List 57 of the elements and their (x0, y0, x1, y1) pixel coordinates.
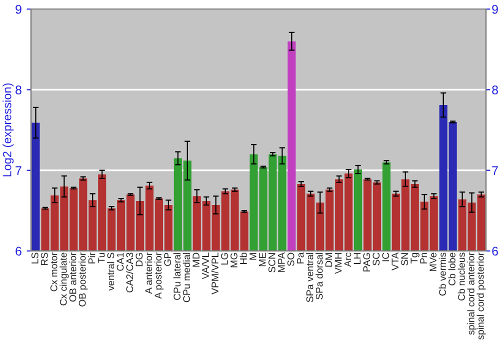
x-tick-label: OB anterior (69, 252, 76, 302)
x-tick-label: OB posterior (78, 252, 88, 306)
x-tick-label: LG (221, 253, 228, 265)
x-tick-label: Pa (296, 252, 304, 264)
x-tick-label: Tu (98, 252, 105, 264)
y-tick-label: 6 (16, 246, 22, 256)
y2-tick-label: 9 (492, 4, 498, 14)
x-tick-label: Pn (420, 252, 427, 264)
x-tick-label: DM (325, 253, 332, 267)
x-tick-label: GP (164, 252, 172, 266)
x-tick-label: VTA (392, 252, 398, 270)
y2-tick-label: 6 (492, 246, 498, 256)
x-tick-label: SC (372, 252, 380, 266)
x-tick-label: Tg (410, 252, 420, 264)
x-tick-label: SPa dorsal (316, 252, 323, 300)
x-tick-label: A posterior (154, 252, 164, 299)
x-tick-label: Cx cingulate (60, 252, 69, 306)
x-tick-label: Cb vermis (438, 252, 446, 296)
x-tick-label: MVe (430, 252, 436, 271)
x-tick-label: Hb (240, 252, 247, 264)
x-tick-label: ME (259, 252, 266, 266)
x-tick-label: Cx motor (50, 252, 58, 292)
x-tick-label: Cb nucleus (458, 252, 465, 300)
x-tick-label: IC (382, 252, 390, 262)
x-tick-label: MD (192, 252, 200, 267)
x-tick-label: SCN (268, 253, 276, 272)
y2-tick-label: 7 (492, 166, 498, 175)
x-tick-label: VPM/VPL (211, 252, 218, 294)
y2-tick-label: 8 (492, 86, 498, 94)
x-tick-label: M (250, 253, 256, 260)
x-tick-label: LS (31, 252, 38, 264)
x-tick-label: A anterior (144, 252, 152, 294)
x-tick-label: VA/VL (202, 252, 209, 280)
x-tick-label: spinal cord anterior (467, 252, 476, 335)
x-tick-label: CA1 (116, 252, 124, 271)
x-tick-label: MPA (278, 252, 285, 272)
y-tick-label: 9 (16, 4, 22, 14)
x-tick-label: Arc (344, 252, 352, 267)
x-tick-label: spinal cord posterior (476, 252, 486, 340)
x-tick-label: ventral S (107, 252, 114, 291)
x-tick-label: MG (230, 253, 238, 268)
y-tick-label: 8 (16, 86, 22, 94)
x-tick-label: RS (40, 252, 48, 266)
x-tick-label: Cb lobe (448, 252, 456, 286)
x-tick-label: Pir (88, 252, 96, 264)
x-tick-label: SPa ventral (306, 252, 314, 302)
y-axis-title: Log2 (expression) (2, 84, 14, 176)
x-tick-label: CPu lateral (173, 252, 181, 300)
x-tick-label: DG (136, 253, 143, 266)
x-tick-label: VMH (334, 253, 342, 274)
x-tick-label: CA2/CA3 (126, 252, 134, 292)
x-tick-label: PAG (363, 253, 370, 272)
x-tick-label: CPu medial (182, 252, 190, 302)
x-tick-label: LH (354, 253, 361, 264)
y-tick-label: 7 (16, 166, 22, 175)
x-tick-label: SO (287, 252, 294, 266)
x-tick-label: SN (401, 253, 408, 266)
